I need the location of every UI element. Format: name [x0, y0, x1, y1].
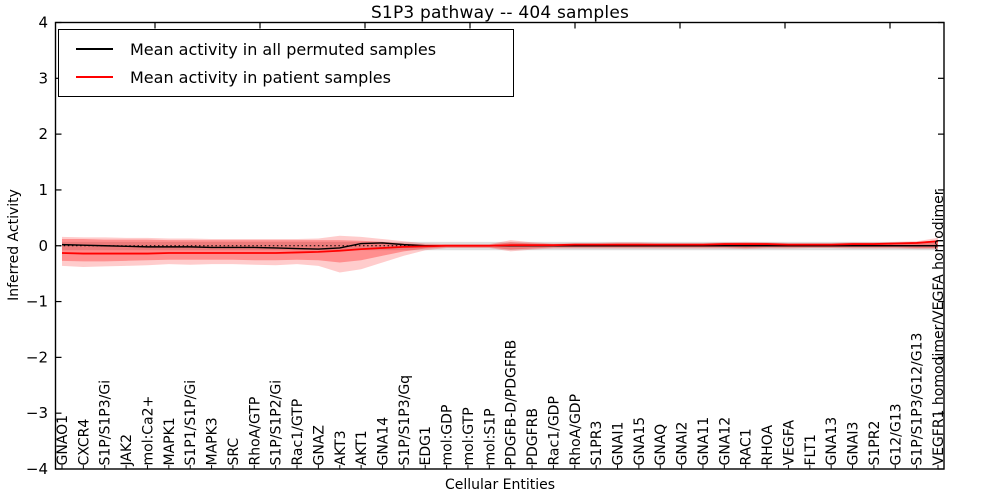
x-tick-label: EDG1 [418, 426, 434, 465]
x-tick-label: GNA11 [696, 417, 712, 466]
x-tick-label: GNAI1 [611, 422, 627, 466]
x-tick-label: Rac1/GDP [546, 396, 562, 465]
y-tick-label: 3 [38, 69, 48, 87]
y-tick-label: −1 [26, 293, 48, 311]
y-tick-label: 2 [38, 125, 48, 143]
x-tick-label: GNAZ [311, 425, 327, 466]
x-tick-label: S1PR2 [867, 421, 883, 466]
x-axis-label: Cellular Entities [444, 477, 556, 493]
x-tick-label: GNAI2 [675, 422, 691, 466]
legend-label-permuted: Mean activity in all permuted samples [130, 39, 437, 59]
legend-line-permuted [76, 48, 113, 50]
x-tick-label: GNAI3 [846, 422, 862, 466]
x-tick-label: VEGFA [781, 419, 797, 465]
x-tick-label: mol:GTP [461, 407, 477, 465]
x-tick-label: GNA12 [717, 417, 733, 466]
x-tick-label: GNA13 [824, 417, 840, 466]
x-tick-label: MAPK3 [205, 417, 221, 465]
x-tick-label: FLT1 [803, 434, 819, 465]
legend-label-patient: Mean activity in patient samples [130, 67, 391, 87]
x-tick-label: S1P/S1P2/Gi [269, 380, 285, 466]
x-tick-label: PDGFB-D/PDGFRB [504, 340, 520, 466]
y-axis-label: Inferred Activity [6, 189, 22, 301]
patient-mean-line [61, 240, 939, 255]
x-tick-label: Rac1/GTP [290, 399, 306, 466]
x-tick-label: mol:S1P [482, 408, 498, 465]
x-tick-label: RHOA [760, 424, 776, 465]
x-tick-label: RAC1 [739, 428, 755, 465]
x-tick-label: SRC [226, 438, 242, 466]
x-tick-label: MAPK1 [162, 417, 178, 465]
legend: Mean activity in all permuted samples Me… [58, 29, 514, 97]
x-tick-label: S1P1/S1P/Gi [183, 380, 199, 466]
x-tick-label: CXCR4 [76, 419, 92, 466]
x-tick-label: GNA14 [375, 417, 391, 466]
y-tick-label: −4 [26, 460, 48, 478]
y-tick-label: 1 [38, 181, 48, 199]
chart-title: S1P3 pathway -- 404 samples [370, 3, 630, 23]
y-tick-label: 4 [38, 14, 48, 32]
x-tick-label: GNAQ [653, 424, 669, 466]
x-tick-label: AKT1 [354, 430, 370, 465]
legend-line-patient [76, 76, 113, 78]
x-tick-label: mol:GDP [440, 405, 456, 466]
x-tick-label: RhoA/GDP [568, 394, 584, 466]
x-tick-label: GNA15 [632, 417, 648, 466]
x-tick-label: S1PR3 [589, 421, 605, 466]
y-tick-label: −2 [26, 348, 48, 366]
legend-item-permuted: Mean activity in all permuted samples [71, 40, 501, 59]
x-tick-label: S1P/S1P3/Gq [397, 375, 413, 466]
x-tick-label: mol:Ca2+ [140, 396, 156, 466]
x-tick-label: AKT3 [333, 430, 349, 465]
x-tick-label: G12/G13 [888, 403, 904, 465]
x-tick-label: S1P/S1P3/Gi [98, 380, 114, 466]
x-tick-label: JAK2 [119, 434, 135, 467]
x-tick-label: PDGFRB [525, 408, 541, 465]
x-tick-label: RhoA/GTP [247, 397, 263, 466]
x-tick-label: S1P/S1P3/G12/G13 [910, 333, 926, 466]
y-tick-label: −3 [26, 404, 48, 422]
y-tick-label: 0 [38, 237, 48, 255]
x-tick-label: VEGFR1 homodimer/VEGFA homodimer [931, 189, 947, 465]
x-tick-label: GNAO1 [55, 415, 71, 466]
legend-item-patient: Mean activity in patient samples [71, 68, 501, 87]
